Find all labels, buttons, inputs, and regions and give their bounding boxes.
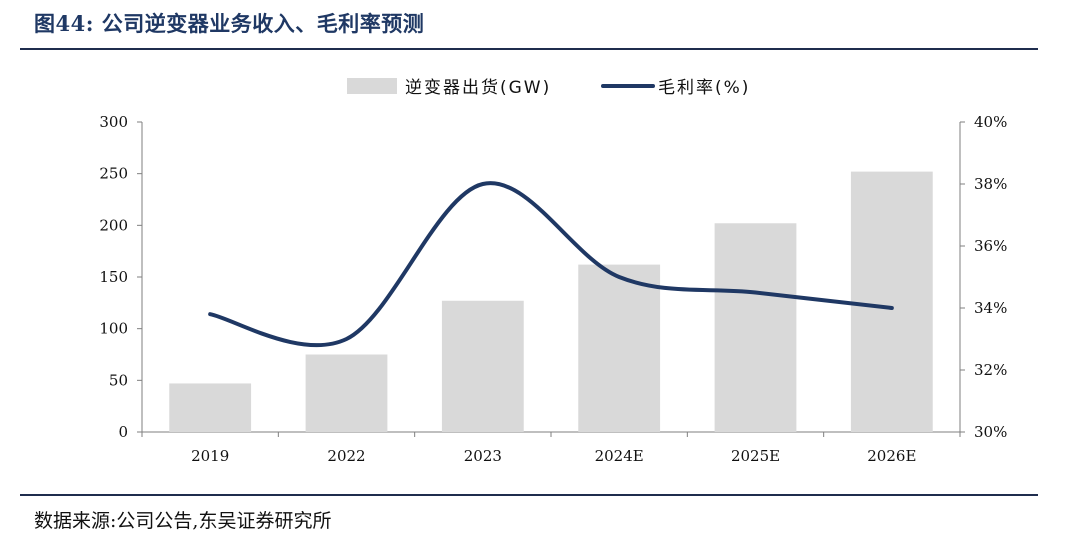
left-tick-label: 0 — [118, 423, 128, 441]
source-note: 数据来源:公司公告,东吴证券研究所 — [34, 510, 332, 532]
x-tick-label: 2025E — [731, 447, 780, 465]
bar-series — [169, 171, 933, 432]
left-tick-label: 50 — [109, 371, 128, 389]
bar — [578, 264, 661, 432]
bar — [169, 383, 252, 432]
left-tick-label: 100 — [99, 320, 128, 338]
left-tick-label: 200 — [99, 216, 128, 234]
chart-title: 图44: 公司逆变器业务收入、毛利率预测 — [34, 11, 425, 36]
right-tick-label: 36% — [974, 237, 1007, 255]
right-tick-label: 40% — [974, 113, 1007, 131]
legend-label-bar: 逆变器出货(GW) — [405, 78, 551, 98]
left-tick-label: 150 — [99, 268, 128, 286]
x-tick-label: 2026E — [867, 447, 916, 465]
x-tick-label: 2023 — [464, 447, 502, 465]
left-tick-label: 250 — [99, 165, 128, 183]
left-tick-label: 300 — [99, 113, 128, 131]
legend: 逆变器出货(GW) 毛利率(%) — [347, 78, 750, 98]
bar — [714, 223, 797, 432]
margin-line — [208, 181, 894, 348]
right-tick-label: 32% — [974, 361, 1007, 379]
axes: 0 50 100 150 200 250 300 30% 32% 34% 36% 38% 40% 2019… — [99, 113, 1007, 465]
right-tick-label: 34% — [974, 299, 1007, 317]
source-divider — [20, 494, 1038, 496]
x-tick-label: 2024E — [595, 447, 644, 465]
right-tick-label: 38% — [974, 175, 1007, 193]
bar — [441, 300, 524, 432]
bar — [305, 354, 388, 432]
right-tick-label: 30% — [974, 423, 1007, 441]
legend-label-line: 毛利率(%) — [658, 78, 750, 98]
legend-swatch-bar — [347, 78, 397, 94]
x-tick-label: 2019 — [191, 447, 229, 465]
x-tick-label: 2022 — [327, 447, 365, 465]
bar — [850, 171, 933, 432]
title-divider — [20, 48, 1038, 50]
line-series — [208, 181, 894, 348]
